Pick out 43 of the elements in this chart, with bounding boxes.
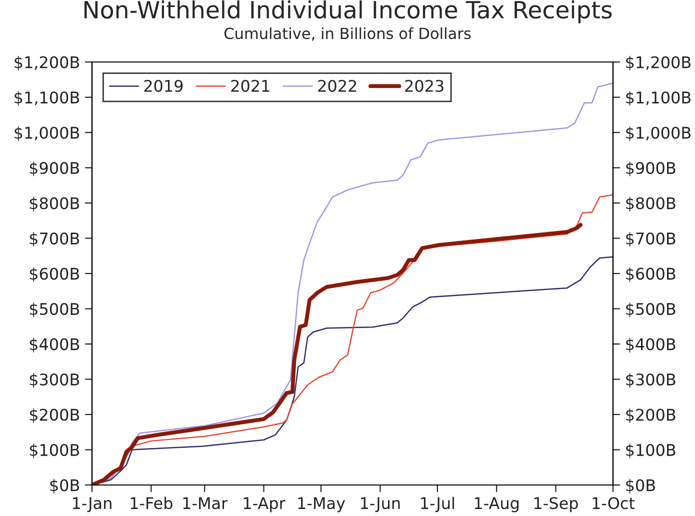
x-tick-label: 1-Jan xyxy=(73,497,112,512)
y2-tick-label: $600B xyxy=(626,267,676,282)
legend-label: 2023 xyxy=(405,80,444,92)
y-tick-label: $900B xyxy=(30,162,80,176)
y2-tick-label: $200B xyxy=(626,408,676,423)
y-tick-label: $1,200B xyxy=(14,56,80,70)
x-tick-label: 1-Apr xyxy=(244,497,286,512)
x-tick-label: 1-May xyxy=(298,497,346,512)
y2-tick-label: $1,200B xyxy=(626,56,691,70)
legend-label: 2019 xyxy=(144,80,183,92)
chart-title: Non-Withheld Individual Income Tax Receipts xyxy=(84,0,612,24)
x-tick-label: 1-Aug xyxy=(474,497,519,512)
y-tick-label: $0B xyxy=(50,478,80,494)
x-tick-label: 1-Mar xyxy=(183,497,228,510)
x-tick-label: 1-Feb xyxy=(130,496,172,510)
y-tick-label: $400B xyxy=(30,338,80,352)
y2-tick-label: $800B xyxy=(626,196,676,212)
y-tick-label: $700B xyxy=(30,232,80,247)
y2-tick-label: $700B xyxy=(626,232,676,247)
y-tick-label: $300B xyxy=(30,373,80,388)
y2-tick-label: $0B xyxy=(626,478,655,494)
y2-tick-label: $400B xyxy=(626,338,676,352)
x-tick-label: 1-Oct xyxy=(592,497,635,510)
y-tick-label: $1,100B xyxy=(14,91,80,106)
y2-tick-label: $500B xyxy=(626,302,676,318)
y-tick-label: $800B xyxy=(30,196,80,212)
line-series xyxy=(92,222,582,485)
y2-tick-label: $1,000B xyxy=(626,126,691,141)
legend-label: 2021 xyxy=(231,80,270,92)
y-tick-label: $600B xyxy=(30,267,80,282)
y-tick-label: $200B xyxy=(30,408,80,423)
y2-tick-label: $1,100B xyxy=(626,91,691,106)
y2-tick-label: $900B xyxy=(626,162,676,176)
y-tick-label: $100B xyxy=(30,444,80,458)
x-tick-label: 1-Sep xyxy=(534,497,578,512)
x-tick-label: 1-Jul xyxy=(421,496,454,512)
y-tick-label: $500B xyxy=(30,302,80,318)
legend-label: 2022 xyxy=(318,80,356,92)
y-tick-label: $1,000B xyxy=(14,126,80,141)
y2-tick-label: $100B xyxy=(626,444,676,458)
x-tick-label: 1-Jun xyxy=(361,497,400,512)
chart-subtitle: Cumulative, in Billions of Dollars xyxy=(224,27,471,41)
y2-tick-label: $300B xyxy=(626,373,676,388)
